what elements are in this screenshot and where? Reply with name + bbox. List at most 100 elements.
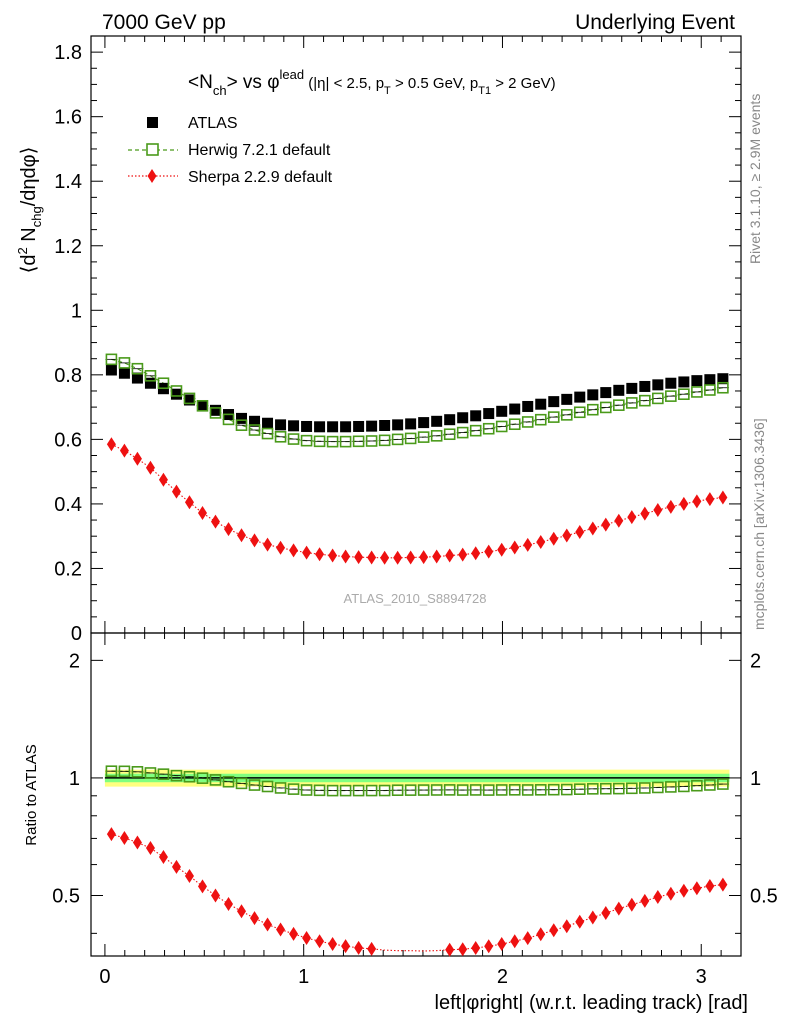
herwig-ratio-point [339,784,352,797]
plot-title: <Nch> vs φlead (|η| < 2.5, pT > 0.5 GeV,… [188,67,556,98]
axis-ticks: 0 1 2 3 0 0.2 0.4 0.6 0.8 1 1.2 1.4 1.6 1.8 0.5 0.5 1 1 2 2 [52,36,778,988]
atlas-point [183,394,195,406]
legend-label-atlas: ATLAS [188,115,238,132]
herwig-point [691,386,703,398]
atlas-point [639,380,651,392]
sherpa-point [549,531,559,546]
herwig-ratio-point [482,784,495,796]
herwig-point [183,392,196,405]
sherpa-ratio-point [471,940,481,955]
sherpa-ratio-point [158,849,168,864]
herwig-point [443,428,456,441]
atlas-point [470,410,482,422]
y-tick-label: 0.6 [54,429,82,451]
atlas-point [236,412,248,424]
atlas-point [574,391,586,403]
herwig-ratio-point [534,784,547,796]
sherpa-point [119,443,129,458]
herwig-ratio-point [430,784,443,796]
herwig-point [352,435,365,448]
sherpa-ratio-point [523,931,533,946]
sherpa-point [250,533,260,548]
herwig-ratio-point [443,784,456,796]
herwig-point [704,384,716,396]
herwig-point [144,370,157,382]
sherpa-ratio-point [263,917,273,932]
herwig-ratio-point [157,768,170,780]
herwig-ratio-point [469,784,482,796]
herwig-ratio-point [313,784,326,797]
y-tick-label: 1.2 [54,236,82,258]
herwig-ratio-point [417,784,430,796]
y-tick-label: 1.8 [54,42,82,64]
herwig-point [196,400,209,412]
herwig-point [639,394,651,407]
sherpa-ratio-point [666,886,676,901]
herwig-point [300,434,313,447]
sherpa-point [171,484,181,499]
herwig-point [326,435,339,448]
sherpa-point [393,550,403,565]
herwig-point [365,435,378,447]
atlas-point [509,403,521,415]
sherpa-ratio-line [111,833,723,952]
herwig-ratio-point [170,769,183,782]
herwig-ratio-point [586,783,599,795]
sherpa-point [653,503,663,518]
legend: ATLAS Herwig 7.2.1 default Sherpa 2.2.9 … [128,115,333,186]
herwig-ratio-point [521,784,534,796]
legend-label-herwig: Herwig 7.2.1 default [188,142,331,159]
herwig-ratio-point [365,784,378,797]
atlas-point [249,415,261,427]
herwig-point [613,399,625,411]
atlas-point [613,384,625,396]
herwig-ratio-point [378,784,391,797]
herwig-ratio-point [196,772,209,784]
sherpa-ratio-point [171,859,181,874]
atlas-point [418,417,430,429]
sherpa-ratio-point [315,934,325,949]
sherpa-point [184,495,194,510]
x-tick-label: 1 [298,966,309,988]
y-tick-label: 0.8 [54,365,82,387]
sherpa-point [315,547,325,562]
analysis-tag: ATLAS_2010_S8894728 [344,591,487,606]
sherpa-ratio-point [497,937,507,952]
sherpa-point [536,534,546,549]
ratio-y-tick-label: 0.5 [52,886,80,908]
herwig-point [235,419,248,431]
herwig-point [599,401,612,414]
mcplots-credit-label: mcplots.cern.ch [arXiv:1306.3436] [751,418,767,630]
herwig-point [586,403,599,416]
sherpa-ratio-point [458,942,468,957]
atlas-point [327,421,339,433]
x-tick-label: 2 [497,966,508,988]
atlas-point [704,374,716,386]
ratio-y-tick-label: 1 [69,768,80,790]
sherpa-ratio-point [640,893,650,908]
atlas-point [301,420,313,432]
sherpa-point [562,528,572,543]
herwig-ratio-point [300,784,313,796]
legend-marker-sherpa [147,169,157,183]
y-tick-label: 1.4 [54,171,82,193]
herwig-point [170,385,183,397]
herwig-point [417,431,430,443]
atlas-point [496,405,508,417]
atlas-point [548,396,560,408]
herwig-ratio-point [639,782,651,794]
herwig-ratio-point [352,784,365,797]
herwig-point [521,416,534,428]
herwig-ratio-point [613,782,625,795]
atlas-point [288,420,300,432]
herwig-ratio-point [456,784,469,796]
atlas-point [522,400,534,412]
y-tick-label: 1.6 [54,107,82,129]
atlas-point [483,408,495,420]
atlas-point [314,421,326,433]
herwig-ratio-point [391,784,404,796]
sherpa-ratio-point [484,939,494,954]
sherpa-point [484,544,494,559]
sherpa-ratio-point [119,830,129,845]
y-tick-label: 0 [71,623,82,645]
